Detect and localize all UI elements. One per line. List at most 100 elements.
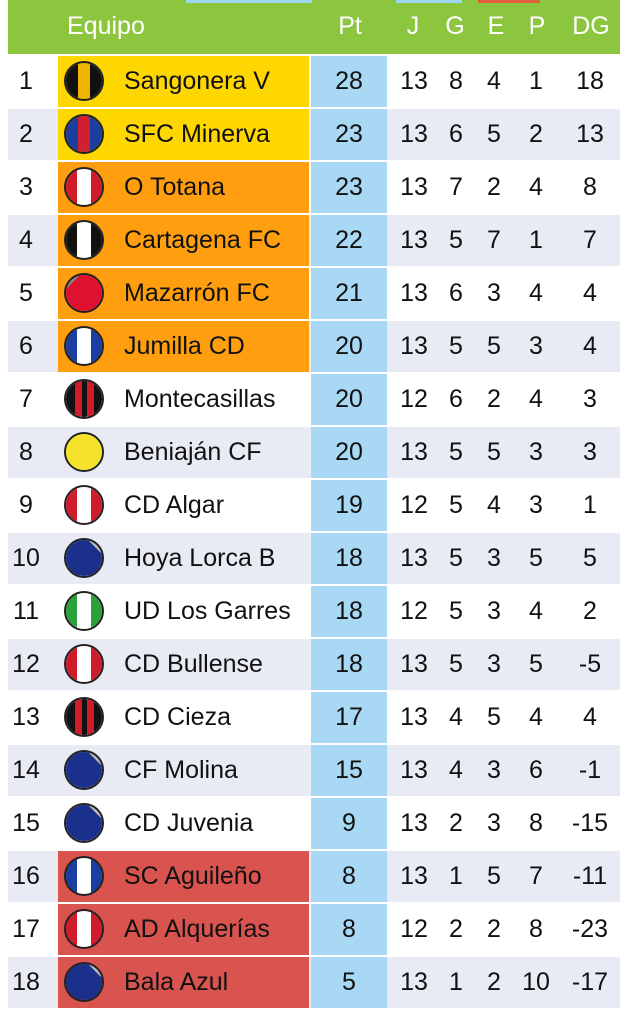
- team-cell[interactable]: CD Algar: [58, 480, 309, 531]
- team-cell[interactable]: Cartagena FC: [58, 215, 309, 266]
- team-name[interactable]: UD Los Garres: [124, 597, 291, 625]
- points-cell: 9: [311, 798, 387, 849]
- table-row[interactable]: 5 Mazarrón FC 21 13 6 3 4 4: [0, 268, 637, 321]
- team-name[interactable]: CF Molina: [124, 756, 238, 784]
- table-row[interactable]: 10 Hoya Lorca B 18 13 5 3 5 5: [0, 533, 637, 586]
- drawn-cell: 3: [487, 809, 501, 837]
- played-cell: 13: [400, 756, 428, 784]
- drawn-cell: 3: [487, 756, 501, 784]
- table-row[interactable]: 6 Jumilla CD 20 13 5 5 3 4: [0, 321, 637, 374]
- played-cell: 12: [400, 491, 428, 519]
- table-row[interactable]: 2 SFC Minerva 23 13 6 5 2 13: [0, 109, 637, 162]
- team-name[interactable]: SC Aguileño: [124, 862, 262, 890]
- team-crest-icon: [64, 856, 104, 896]
- drawn-cell: 4: [487, 491, 501, 519]
- table-row[interactable]: 11 UD Los Garres 18 12 5 3 4 2: [0, 586, 637, 639]
- table-row[interactable]: 3 O Totana 23 13 7 2 4 8: [0, 162, 637, 215]
- played-cell: 13: [400, 544, 428, 572]
- team-name[interactable]: Montecasillas: [124, 385, 276, 413]
- blue-white-icon: [66, 328, 102, 364]
- position-cell: 12: [12, 650, 40, 678]
- header-points[interactable]: Pt: [338, 12, 362, 40]
- points-cell: 8: [311, 904, 387, 955]
- team-name[interactable]: SFC Minerva: [124, 120, 270, 148]
- won-cell: 1: [449, 968, 463, 996]
- played-cell: 13: [400, 703, 428, 731]
- points-cell: 15: [311, 745, 387, 796]
- table-row[interactable]: 4 Cartagena FC 22 13 5 7 1 7: [0, 215, 637, 268]
- navy-icon: [66, 805, 102, 841]
- table-header: Equipo Pt J G E P DG: [8, 0, 620, 54]
- red-black-icon: [66, 381, 102, 417]
- team-name[interactable]: Cartagena FC: [124, 226, 282, 254]
- team-cell[interactable]: UD Los Garres: [58, 586, 309, 637]
- table-row[interactable]: 12 CD Bullense 18 13 5 3 5 -5: [0, 639, 637, 692]
- position-cell: 3: [19, 173, 33, 201]
- team-cell[interactable]: Hoya Lorca B: [58, 533, 309, 584]
- points-cell: 19: [311, 480, 387, 531]
- table-row[interactable]: 14 CF Molina 15 13 4 3 6 -1: [0, 745, 637, 798]
- won-cell: 1: [449, 862, 463, 890]
- team-cell[interactable]: Montecasillas: [58, 374, 309, 425]
- table-row[interactable]: 1 Sangonera V 28 13 8 4 1 18: [0, 56, 637, 109]
- table-row[interactable]: 8 Beniaján CF 20 13 5 5 3 3: [0, 427, 637, 480]
- goal-difference-cell: -15: [571, 809, 609, 837]
- team-name[interactable]: CD Cieza: [124, 703, 231, 731]
- green-white-icon: [66, 593, 102, 629]
- header-goal-difference[interactable]: DG: [572, 12, 610, 40]
- header-won[interactable]: G: [445, 12, 465, 40]
- team-cell[interactable]: Mazarrón FC: [58, 268, 309, 319]
- table-row[interactable]: 13 CD Cieza 17 13 4 5 4 4: [0, 692, 637, 745]
- points-cell: 21: [311, 268, 387, 319]
- position-cell: 7: [19, 385, 33, 413]
- red-white-icon: [66, 169, 102, 205]
- team-cell[interactable]: AD Alquerías: [58, 904, 309, 955]
- team-cell[interactable]: SC Aguileño: [58, 851, 309, 902]
- position-cell: 4: [19, 226, 33, 254]
- header-lost[interactable]: P: [528, 12, 546, 40]
- team-cell[interactable]: CD Bullense: [58, 639, 309, 690]
- team-cell[interactable]: CF Molina: [58, 745, 309, 796]
- won-cell: 7: [449, 173, 463, 201]
- team-cell[interactable]: SFC Minerva: [58, 109, 309, 160]
- lost-cell: 3: [529, 438, 543, 466]
- goal-difference-cell: -23: [571, 915, 609, 943]
- points-cell: 18: [311, 533, 387, 584]
- team-crest-icon: [64, 220, 104, 260]
- won-cell: 5: [449, 544, 463, 572]
- team-cell[interactable]: O Totana: [58, 162, 309, 213]
- team-name[interactable]: Jumilla CD: [124, 332, 245, 360]
- position-cell: 18: [12, 968, 40, 996]
- team-cell[interactable]: Jumilla CD: [58, 321, 309, 372]
- table-row[interactable]: 16 SC Aguileño 8 13 1 5 7 -11: [0, 851, 637, 904]
- team-cell[interactable]: Beniaján CF: [58, 427, 309, 478]
- team-name[interactable]: Beniaján CF: [124, 438, 262, 466]
- team-name[interactable]: Bala Azul: [124, 968, 229, 996]
- lost-cell: 4: [529, 385, 543, 413]
- team-name[interactable]: Hoya Lorca B: [124, 544, 276, 572]
- team-cell[interactable]: Bala Azul: [58, 957, 309, 1008]
- team-cell[interactable]: Sangonera V: [58, 56, 309, 107]
- team-name[interactable]: Sangonera V: [124, 67, 270, 95]
- team-cell[interactable]: CD Juvenia: [58, 798, 309, 849]
- table-row[interactable]: 17 AD Alquerías 8 12 2 2 8 -23: [0, 904, 637, 957]
- table-row[interactable]: 15 CD Juvenia 9 13 2 3 8 -15: [0, 798, 637, 851]
- team-name[interactable]: CD Juvenia: [124, 809, 254, 837]
- header-team[interactable]: Equipo: [67, 12, 145, 40]
- lost-cell: 3: [529, 332, 543, 360]
- red-black-icon: [66, 699, 102, 735]
- team-name[interactable]: Mazarrón FC: [124, 279, 270, 307]
- header-played[interactable]: J: [406, 12, 420, 40]
- team-name[interactable]: CD Algar: [124, 491, 225, 519]
- table-row[interactable]: 9 CD Algar 19 12 5 4 3 1: [0, 480, 637, 533]
- table-row[interactable]: 7 Montecasillas 20 12 6 2 4 3: [0, 374, 637, 427]
- team-name[interactable]: CD Bullense: [124, 650, 263, 678]
- team-cell[interactable]: CD Cieza: [58, 692, 309, 743]
- position-cell: 8: [19, 438, 33, 466]
- header-drawn[interactable]: E: [487, 12, 505, 40]
- team-name[interactable]: O Totana: [124, 173, 226, 201]
- team-name[interactable]: AD Alquerías: [124, 915, 270, 943]
- team-crest-icon: [64, 644, 104, 684]
- table-row[interactable]: 18 Bala Azul 5 13 1 2 10 -17: [0, 957, 637, 1010]
